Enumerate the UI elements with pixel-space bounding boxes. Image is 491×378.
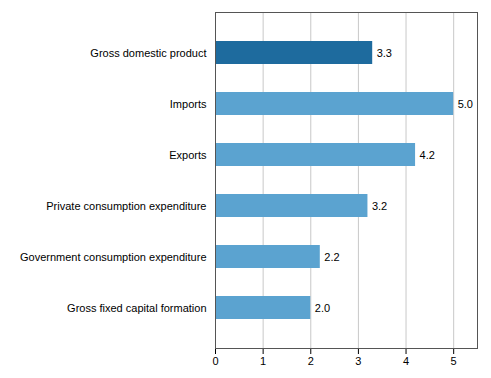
svg-text:2: 2 [308, 355, 314, 367]
svg-text:Exports: Exports [169, 149, 207, 161]
svg-text:5.0: 5.0 [458, 98, 473, 110]
svg-text:3: 3 [355, 355, 361, 367]
svg-text:2.0: 2.0 [315, 302, 330, 314]
svg-text:Private consumption expenditur: Private consumption expenditure [46, 200, 206, 212]
svg-text:Government consumption expendi: Government consumption expenditure [20, 251, 207, 263]
svg-text:1: 1 [260, 355, 266, 367]
svg-text:0: 0 [212, 355, 218, 367]
svg-text:5: 5 [451, 355, 457, 367]
svg-text:Imports: Imports [170, 98, 207, 110]
svg-text:4: 4 [403, 355, 409, 367]
svg-text:2.2: 2.2 [324, 251, 339, 263]
svg-text:3.2: 3.2 [372, 200, 387, 212]
svg-text:Gross fixed capital formation: Gross fixed capital formation [67, 302, 206, 314]
svg-text:Gross domestic product: Gross domestic product [90, 47, 206, 59]
svg-text:3.3: 3.3 [377, 47, 392, 59]
svg-text:4.2: 4.2 [420, 149, 435, 161]
